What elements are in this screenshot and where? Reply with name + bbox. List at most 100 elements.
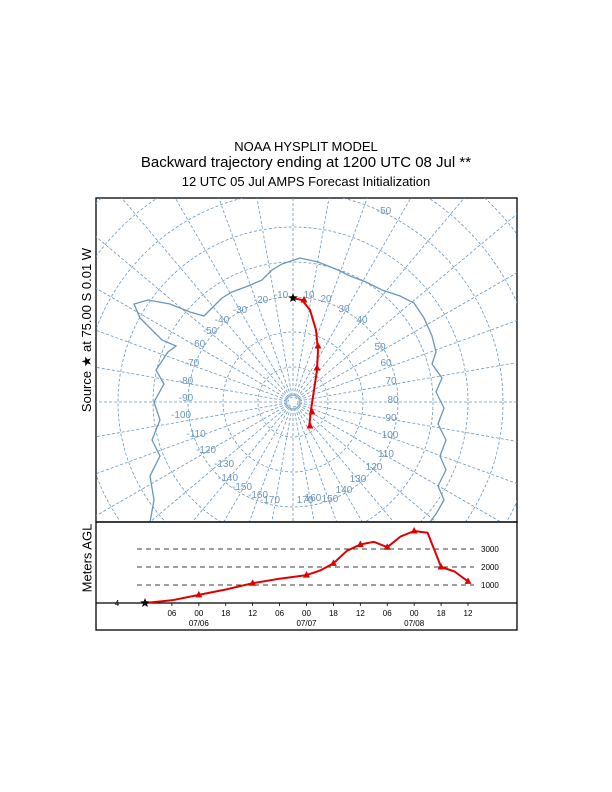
x-date-label: 07/08: [404, 619, 425, 628]
longitude-label: 130: [350, 474, 367, 485]
height-series: [118, 527, 472, 607]
map-graticule: [96, 198, 517, 522]
latitude-circle-1: [257, 366, 329, 438]
longitude-label: 90: [385, 413, 397, 424]
longitude-label: -50: [377, 206, 392, 217]
meridian-4: [297, 405, 437, 522]
trajectory-marker-4: [300, 296, 308, 303]
longitude-label: 20: [320, 294, 332, 305]
meridian-13: [191, 406, 290, 522]
longitude-label: -170: [260, 495, 280, 506]
height-marker-14: [410, 527, 418, 534]
meridian-21: [96, 287, 289, 400]
height-marker-10: [356, 540, 364, 547]
x-tick-label: 12: [356, 609, 365, 618]
longitude-label: -30: [233, 305, 248, 316]
longitude-label: -70: [185, 358, 200, 369]
y-tick-label: 2000: [481, 563, 499, 572]
longitude-label: -10: [274, 290, 289, 301]
longitude-label: -80: [179, 376, 194, 387]
source-star-height: [140, 598, 150, 607]
height-marker-18: [464, 577, 472, 584]
longitude-label: -120: [196, 445, 216, 456]
longitude-label: -50: [203, 326, 218, 337]
meridian-10: [271, 407, 293, 522]
height-marker-12: [383, 543, 391, 550]
x-tick-label: 12: [248, 609, 257, 618]
x-tick-label: 18: [437, 609, 446, 618]
meridian-8: [293, 407, 315, 522]
longitude-label: -90: [179, 393, 194, 404]
meridian-2: [298, 403, 517, 484]
meridian-29: [294, 198, 368, 397]
height-marker-16: [437, 563, 445, 570]
trajectory-marker-1: [313, 364, 321, 371]
latitude-circle-6: [96, 198, 504, 522]
meridian-30: [295, 198, 412, 398]
meridian-11: [248, 407, 292, 522]
height-panel-frame: [95, 521, 518, 631]
title-initialization: 12 UTC 05 Jul AMPS Forecast Initializati…: [181, 174, 431, 189]
meridian-17: [96, 402, 288, 438]
trajectory-marker-0: [314, 342, 322, 349]
longitude-label: -20: [254, 295, 269, 306]
x-date-label: 07/07: [296, 619, 317, 628]
meridian-6: [295, 406, 363, 522]
x-tick-label: 06: [383, 609, 392, 618]
longitude-label: 140: [336, 485, 353, 496]
longitude-label: -100: [171, 410, 191, 421]
longitude-label: 110: [378, 449, 394, 460]
longitude-label: 120: [366, 462, 383, 473]
y-tick-label: 3000: [481, 545, 499, 554]
longitude-label: 170: [297, 495, 314, 506]
time-axis: 06 00 18 12 06 00 18 12 06 00 18 12 07/06 07/07 07/08 4: [115, 599, 473, 628]
x-tick-label: 06: [275, 609, 284, 618]
longitude-label: -130: [214, 459, 234, 470]
longitude-label: 40: [356, 315, 368, 326]
longitude-label: 10: [303, 290, 315, 301]
longitude-label: 150: [322, 494, 339, 505]
longitude-label: -40: [215, 315, 230, 326]
height-marker-4: [249, 579, 257, 586]
meridian-1: [298, 402, 517, 442]
title-model: NOAA HYSPLIT MODEL: [234, 139, 378, 154]
meridian-35: [298, 362, 517, 402]
longitude-label: 100: [382, 430, 399, 441]
longitude-label: -160: [248, 490, 268, 501]
latitude-circle-5: [117, 226, 469, 522]
longitude-label: -140: [218, 473, 238, 484]
meridian-22: [96, 236, 289, 399]
meridian-3: [297, 404, 502, 522]
x-tick-label: 00: [302, 609, 311, 618]
meridian-32: [297, 213, 517, 399]
latitude-circle-0: [287, 396, 299, 408]
longitude-label: 160: [305, 493, 322, 504]
trajectory-marker-3: [306, 422, 314, 429]
longitude-label: 70: [385, 376, 397, 387]
longitude-label: -150: [232, 482, 252, 493]
height-marker-6: [303, 571, 310, 578]
meridian-19: [96, 366, 288, 402]
height-line: [144, 530, 469, 604]
trajectory-marker-2: [308, 408, 316, 415]
x-date-label: 07/06: [189, 619, 210, 628]
longitude-label: 80: [387, 395, 399, 406]
latitude-circle-4: [152, 261, 434, 522]
height-marker-2: [195, 590, 203, 598]
antarctica-coastline: [133, 257, 447, 522]
meridian-7: [294, 407, 338, 522]
x-tick-label: 00: [194, 609, 203, 618]
latitude-circle-3: [187, 296, 399, 508]
meridian-25: [218, 198, 292, 397]
trajectory-line: [292, 297, 320, 429]
source-star-map: [288, 293, 298, 302]
meridian-5: [296, 406, 395, 522]
height-marker-8: [329, 559, 337, 566]
x-left-label: 4: [115, 599, 120, 608]
x-tick-label: 12: [464, 609, 473, 618]
meridian-20: [96, 329, 288, 401]
longitude-label: 50: [374, 342, 386, 353]
longitude-label: 30: [338, 304, 350, 315]
meridian-16: [96, 403, 288, 475]
